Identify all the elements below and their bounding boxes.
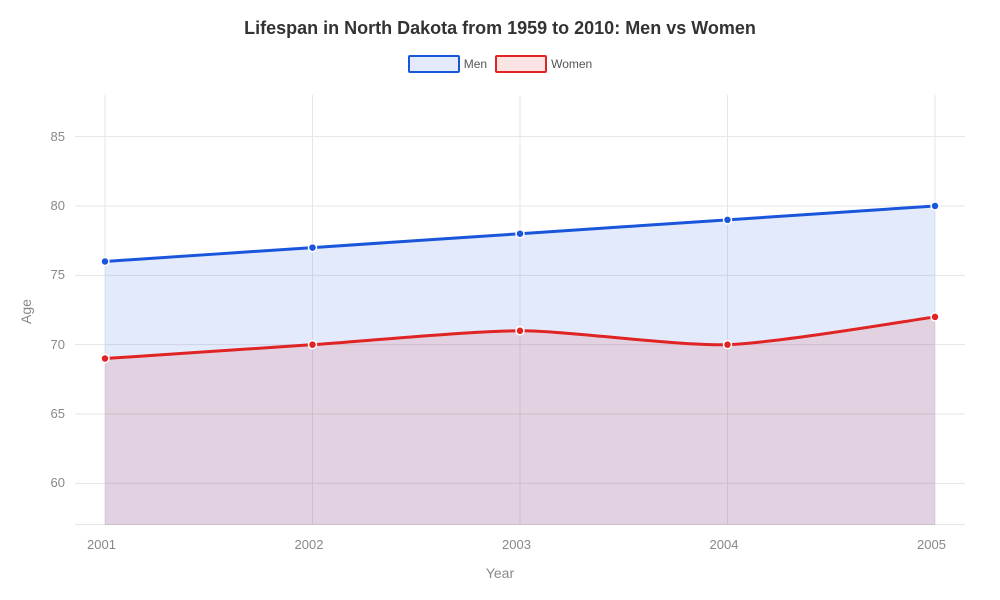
y-tick-label: 80 [51,198,65,213]
y-axis-title: Age [18,299,34,324]
plot-area [75,95,965,525]
legend-label-men: Men [464,57,487,71]
legend-label-women: Women [551,57,592,71]
legend-swatch-women [495,55,547,73]
x-tick-label: 2002 [295,537,324,552]
y-tick-label: 65 [51,406,65,421]
x-tick-label: 2003 [502,537,531,552]
chart-title: Lifespan in North Dakota from 1959 to 20… [0,0,1000,39]
y-tick-label: 70 [51,337,65,352]
legend: Men Women [0,55,1000,73]
x-axis-title: Year [0,565,1000,581]
legend-item-men[interactable]: Men [408,55,487,73]
y-tick-label: 75 [51,267,65,282]
x-tick-label: 2005 [917,537,946,552]
y-tick-label: 85 [51,129,65,144]
legend-item-women[interactable]: Women [495,55,592,73]
y-tick-label: 60 [51,475,65,490]
x-tick-label: 2001 [87,537,116,552]
x-tick-label: 2004 [710,537,739,552]
chart-container: Lifespan in North Dakota from 1959 to 20… [0,0,1000,600]
legend-swatch-men [408,55,460,73]
